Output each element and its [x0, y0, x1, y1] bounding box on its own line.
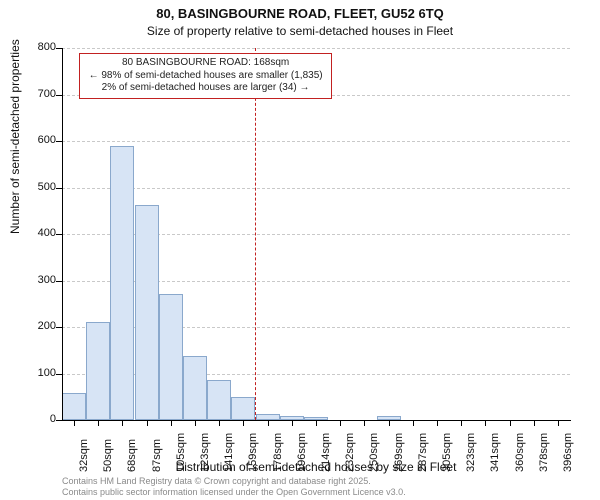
xtick-mark	[292, 420, 293, 426]
xtick-mark	[98, 420, 99, 426]
xtick-mark	[558, 420, 559, 426]
annotation-box: 80 BASINGBOURNE ROAD: 168sqm ← 98% of se…	[79, 53, 332, 99]
ytick-label: 300	[16, 274, 56, 286]
ytick-label: 400	[16, 227, 56, 239]
ytick-label: 700	[16, 88, 56, 100]
xtick-mark	[268, 420, 269, 426]
ytick-label: 600	[16, 134, 56, 146]
xtick-mark	[413, 420, 414, 426]
xtick-mark	[195, 420, 196, 426]
ytick-mark	[56, 188, 62, 189]
xtick-mark	[461, 420, 462, 426]
ytick-mark	[56, 141, 62, 142]
xtick-mark	[74, 420, 75, 426]
xtick-mark	[243, 420, 244, 426]
ytick-mark	[56, 420, 62, 421]
xtick-mark	[437, 420, 438, 426]
xtick-mark	[389, 420, 390, 426]
xtick-mark	[219, 420, 220, 426]
x-axis-label: Distribution of semi-detached houses by …	[62, 460, 570, 474]
annotation-line-larger: 2% of semi-detached houses are larger (3…	[86, 82, 325, 95]
chart-title-address: 80, BASINGBOURNE ROAD, FLEET, GU52 6TQ	[0, 6, 600, 21]
annotation-line-smaller: ← 98% of semi-detached houses are smalle…	[86, 70, 325, 83]
ytick-label: 100	[16, 367, 56, 379]
xtick-mark	[364, 420, 365, 426]
chart-subtitle: Size of property relative to semi-detach…	[0, 24, 600, 38]
xtick-mark	[316, 420, 317, 426]
xtick-mark	[340, 420, 341, 426]
ytick-label: 800	[16, 41, 56, 53]
footer-line1: Contains HM Land Registry data © Crown c…	[62, 476, 406, 487]
annotation-line-size: 80 BASINGBOURNE ROAD: 168sqm	[86, 57, 325, 70]
ytick-mark	[56, 48, 62, 49]
footer-line2: Contains public sector information licen…	[62, 487, 406, 498]
ytick-mark	[56, 95, 62, 96]
ytick-mark	[56, 374, 62, 375]
chart-container: 80, BASINGBOURNE ROAD, FLEET, GU52 6TQ S…	[0, 0, 600, 500]
xtick-mark	[171, 420, 172, 426]
xtick-mark	[485, 420, 486, 426]
xtick-mark	[147, 420, 148, 426]
ytick-label: 200	[16, 320, 56, 332]
xtick-mark	[534, 420, 535, 426]
plot-area: 80 BASINGBOURNE ROAD: 168sqm ← 98% of se…	[62, 48, 570, 420]
ytick-label: 500	[16, 181, 56, 193]
ytick-mark	[56, 327, 62, 328]
footer-attribution: Contains HM Land Registry data © Crown c…	[62, 476, 406, 498]
ytick-mark	[56, 234, 62, 235]
ytick-label: 0	[16, 413, 56, 425]
ytick-mark	[56, 281, 62, 282]
xtick-mark	[122, 420, 123, 426]
xtick-mark	[510, 420, 511, 426]
axes-frame	[62, 48, 571, 421]
